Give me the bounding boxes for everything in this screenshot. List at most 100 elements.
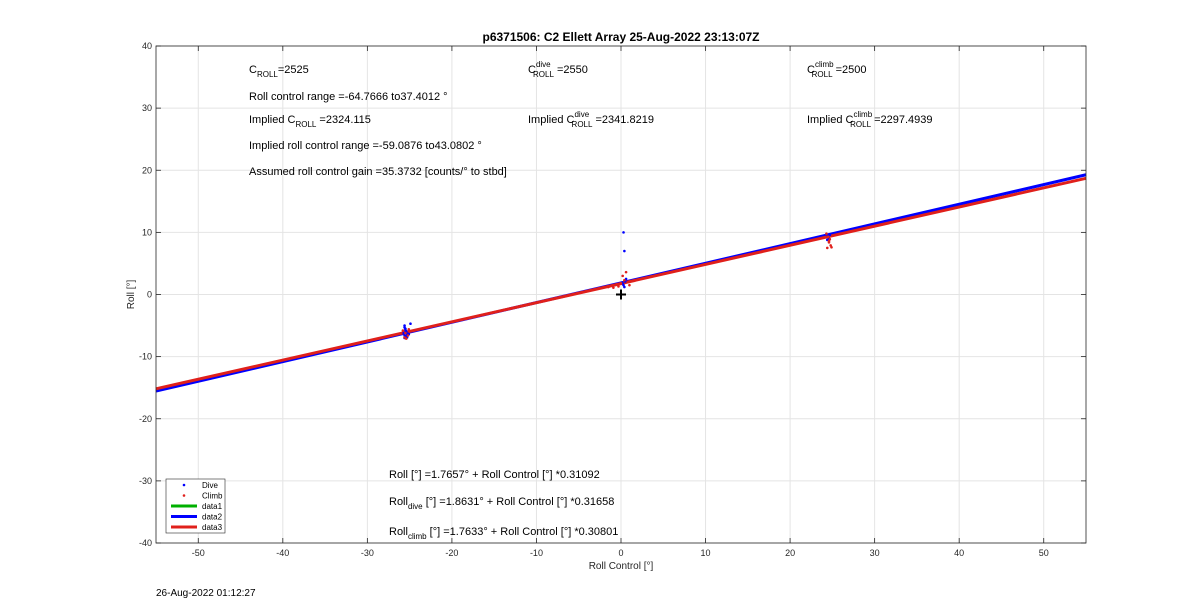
y-tick-label: 0: [147, 290, 152, 300]
climb-point: [623, 278, 626, 282]
legend-swatch-Dive: [182, 483, 186, 487]
x-tick-label: -50: [192, 548, 205, 558]
print-timestamp: 26-Aug-2022 01:12:27: [156, 588, 256, 599]
climb-point: [830, 245, 833, 249]
note-climb-line-post: =2500: [833, 64, 867, 76]
y-axis-label: Roll [°]: [126, 279, 137, 309]
x-tick-label: 50: [1039, 548, 1049, 558]
note-dive-line: Cdive ROLL =2550: [528, 60, 588, 79]
dive-point: [828, 233, 832, 237]
x-tick-label: 20: [785, 548, 795, 558]
note-dive-line-pre: Implied C: [528, 114, 575, 126]
chart-title: p6371506: C2 Ellett Array 25-Aug-2022 23…: [482, 30, 759, 44]
note-col1-line: Implied roll control range =-59.0876 to4…: [249, 140, 482, 152]
dive-point: [622, 231, 625, 234]
note-col1-line: Roll control range =-64.7666 to37.4012 °: [249, 91, 448, 103]
climb-point: [624, 270, 628, 274]
fit-equation-sub: climb: [408, 532, 427, 541]
climb-point: [827, 239, 831, 243]
fit-equation-post: [°] =1.7633° + Roll Control [°] *0.30801: [427, 526, 619, 538]
x-axis-label: Roll Control [°]: [589, 561, 654, 572]
x-tick-label: -40: [276, 548, 289, 558]
y-tick-label: 40: [142, 41, 152, 51]
dive-point: [623, 249, 626, 253]
climb-point: [404, 337, 408, 340]
note-col1-line-sub: ROLL: [257, 70, 278, 79]
note-climb-line-pre: C: [807, 64, 815, 76]
note-dive-line-sub: ROLL: [572, 120, 593, 129]
x-tick-label: 10: [701, 548, 711, 558]
note-dive-line-sup: dive: [536, 60, 551, 69]
climb-point: [607, 285, 610, 289]
note-col1-line-pre: C: [249, 64, 257, 76]
data-points: [401, 231, 833, 340]
fit-equation-sub: dive: [408, 502, 423, 511]
fit-equation: Rolldive [°] =1.8631° + Roll Control [°]…: [389, 496, 614, 511]
note-col1-line-sub: ROLL: [295, 120, 316, 129]
note-col1-line: CROLL=2525: [249, 64, 309, 79]
note-climb-line-sub: ROLL: [850, 120, 871, 129]
legend-label: data2: [202, 513, 223, 522]
fit-equation: Roll [°] =1.7657° + Roll Control [°] *0.…: [389, 469, 600, 481]
note-col1-line-pre: Implied C: [249, 114, 296, 126]
note-climb-line: Implied Cclimb ROLL =2297.4939: [807, 110, 933, 129]
x-tick-label: 40: [954, 548, 964, 558]
y-tick-label: 10: [142, 227, 152, 237]
x-tick-label: -30: [361, 548, 374, 558]
climb-point: [609, 284, 613, 288]
climb-point: [825, 246, 829, 250]
note-col1-line-post: =2324.115: [316, 114, 371, 126]
note-dive-line-sup: dive: [574, 110, 589, 119]
note-climb-line: Cclimb ROLL =2500: [807, 60, 866, 79]
climb-point: [401, 329, 405, 332]
x-axis-ticks: -50 -40 -30 -20 -10 0 10 20 30 40 50: [192, 46, 1049, 558]
climb-point: [612, 286, 615, 289]
note-col1-line: Assumed roll control gain =35.3732 [coun…: [249, 166, 507, 178]
note-dive-line-post: =2341.8219: [592, 114, 653, 126]
dive-point: [404, 329, 407, 332]
climb-point: [621, 274, 624, 278]
note-climb-line-sup: climb: [815, 60, 834, 69]
x-tick-label: 30: [870, 548, 880, 558]
x-tick-label: -10: [530, 548, 543, 558]
legend-swatch-Climb: [182, 494, 186, 497]
dive-point: [409, 322, 412, 325]
climb-point: [617, 285, 620, 288]
y-tick-label: -40: [139, 538, 152, 548]
legend-label: Climb: [202, 492, 223, 501]
y-axis-ticks: 40 30 20 10 0 -10 -20 -30 -40: [139, 41, 1086, 548]
dive-point: [403, 324, 406, 327]
note-dive-line-pre: C: [528, 64, 536, 76]
note-dive-line-sub: ROLL: [533, 70, 554, 79]
x-tick-label: -20: [445, 548, 458, 558]
fit-equation: Rollclimb [°] =1.7633° + Roll Control [°…: [389, 526, 618, 541]
note-climb-line-post: =2297.4939: [871, 114, 932, 126]
note-col1-line: Implied CROLL =2324.115: [249, 114, 371, 129]
y-tick-label: -30: [139, 476, 152, 486]
note-climb-line-pre: Implied C: [807, 114, 854, 126]
fit-equation-post: [°] =1.8631° + Roll Control [°] *0.31658: [423, 496, 615, 508]
y-tick-label: 30: [142, 103, 152, 113]
x-tick-label: 0: [618, 548, 623, 558]
note-col1-line-post: =2525: [278, 64, 309, 76]
note-climb-line-sup: climb: [853, 110, 872, 119]
climb-point: [407, 327, 411, 331]
climb-point: [619, 282, 623, 285]
fit-equation-pre: Roll: [389, 496, 408, 508]
y-tick-label: -20: [139, 414, 152, 424]
dive-point: [404, 327, 407, 330]
legend-label: data1: [202, 502, 223, 511]
climb-point: [406, 334, 410, 337]
y-tick-label: -10: [139, 352, 152, 362]
origin-plus-marker: [616, 289, 626, 300]
climb-point: [615, 283, 619, 286]
climb-point: [404, 331, 407, 335]
note-dive-line-post: =2550: [554, 64, 588, 76]
legend-label: data3: [202, 523, 223, 532]
dive-point: [623, 285, 626, 289]
climb-point: [628, 283, 631, 287]
climb-point: [626, 280, 630, 284]
